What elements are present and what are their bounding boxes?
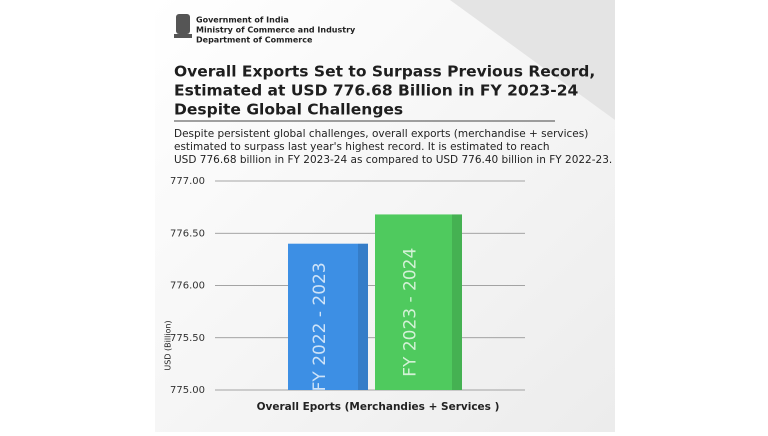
y-tick-label: 776.50 <box>170 228 205 239</box>
description: Despite persistent global challenges, ov… <box>174 128 588 140</box>
corner-shape <box>450 0 615 120</box>
bar-shade <box>358 243 368 390</box>
y-tick-label: 776.00 <box>170 281 205 292</box>
bar-category-label: FY 2023 - 2024 <box>401 248 421 377</box>
description: USD 776.68 billion in FY 2023-24 as comp… <box>174 154 612 166</box>
chart: 775.00 775.50 776.00 776.50 777.00 USD (Billi… <box>164 176 525 413</box>
bar-category-label: FY 2022 - 2023 <box>310 262 330 391</box>
headline: Estimated at USD 776.68 Billion in FY 20… <box>174 82 579 100</box>
x-axis-label: Overall Eports (Merchandies + Services ) <box>257 401 500 413</box>
description: estimated to surpass last year's highest… <box>174 141 550 153</box>
emblem <box>174 14 192 38</box>
org-line: Ministry of Commerce and Industry <box>196 26 356 35</box>
headline: Overall Exports Set to Surpass Previous … <box>174 63 595 81</box>
y-tick-label: 777.00 <box>170 176 205 187</box>
bar <box>288 243 368 390</box>
y-tick-label: 775.00 <box>170 385 205 396</box>
org-line: Government of India <box>196 16 289 25</box>
headline: Despite Global Challenges <box>174 101 403 119</box>
bar-shade <box>452 214 462 390</box>
y-tick-label: 775.50 <box>170 333 205 344</box>
org-line: Department of Commerce <box>196 36 313 45</box>
bar <box>375 214 462 390</box>
y-axis-label: USD (Billion) <box>164 320 173 370</box>
